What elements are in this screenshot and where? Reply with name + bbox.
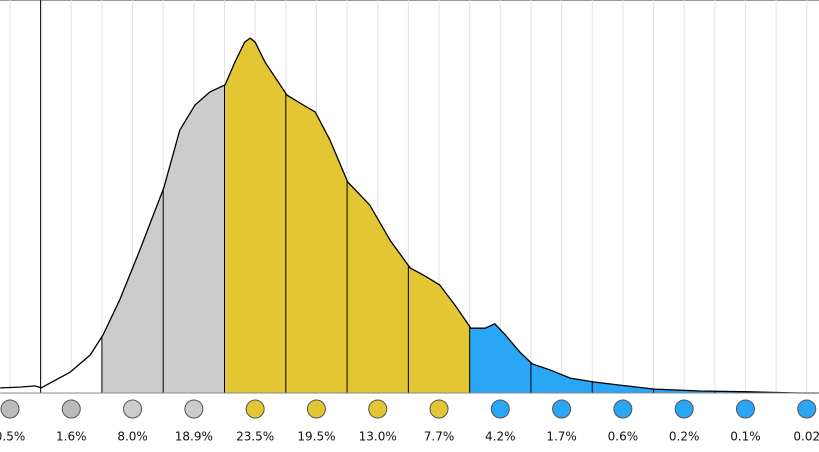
rank-icon bbox=[123, 399, 143, 419]
rank-icon bbox=[306, 399, 326, 419]
rank-icon bbox=[184, 399, 204, 419]
rank-share: 0.6% bbox=[608, 430, 639, 444]
rank-icon bbox=[368, 399, 388, 419]
rank-share: 8.0% bbox=[117, 430, 148, 444]
rank-icon bbox=[61, 399, 81, 419]
rank-area bbox=[224, 38, 286, 393]
rank-share: 7.7% bbox=[424, 430, 455, 444]
rank-area bbox=[40, 336, 102, 393]
rank-area bbox=[285, 93, 348, 393]
rank-area bbox=[347, 180, 409, 393]
rank-area bbox=[469, 323, 531, 393]
rank-icon bbox=[797, 399, 817, 419]
density-curve bbox=[0, 37, 819, 394]
rank-share: 0.5% bbox=[0, 430, 25, 444]
rank-icon bbox=[674, 399, 694, 419]
rank-area bbox=[408, 265, 470, 393]
rank-area bbox=[530, 362, 593, 393]
rank-share: 1.7% bbox=[546, 430, 577, 444]
rank-share: 19.5% bbox=[297, 430, 335, 444]
rank-share: 0.02 bbox=[793, 430, 819, 444]
rank-icon bbox=[613, 399, 633, 419]
rank-area bbox=[163, 85, 225, 393]
rank-icon bbox=[245, 399, 265, 419]
rank-area bbox=[592, 381, 654, 393]
rank-share: 1.6% bbox=[56, 430, 87, 444]
rank-area bbox=[101, 189, 164, 393]
rank-icon bbox=[552, 399, 572, 419]
rank-share: 0.2% bbox=[669, 430, 700, 444]
rank-share: 18.9% bbox=[175, 430, 213, 444]
rank-share: 0.1% bbox=[730, 430, 761, 444]
rank-share: 23.5% bbox=[236, 430, 274, 444]
rank-share: 13.0% bbox=[359, 430, 397, 444]
rank-icon bbox=[735, 399, 755, 419]
rank-icon bbox=[429, 399, 449, 419]
rank-icon bbox=[490, 399, 510, 419]
rank-icon bbox=[0, 399, 20, 419]
rank-share: 4.2% bbox=[485, 430, 516, 444]
